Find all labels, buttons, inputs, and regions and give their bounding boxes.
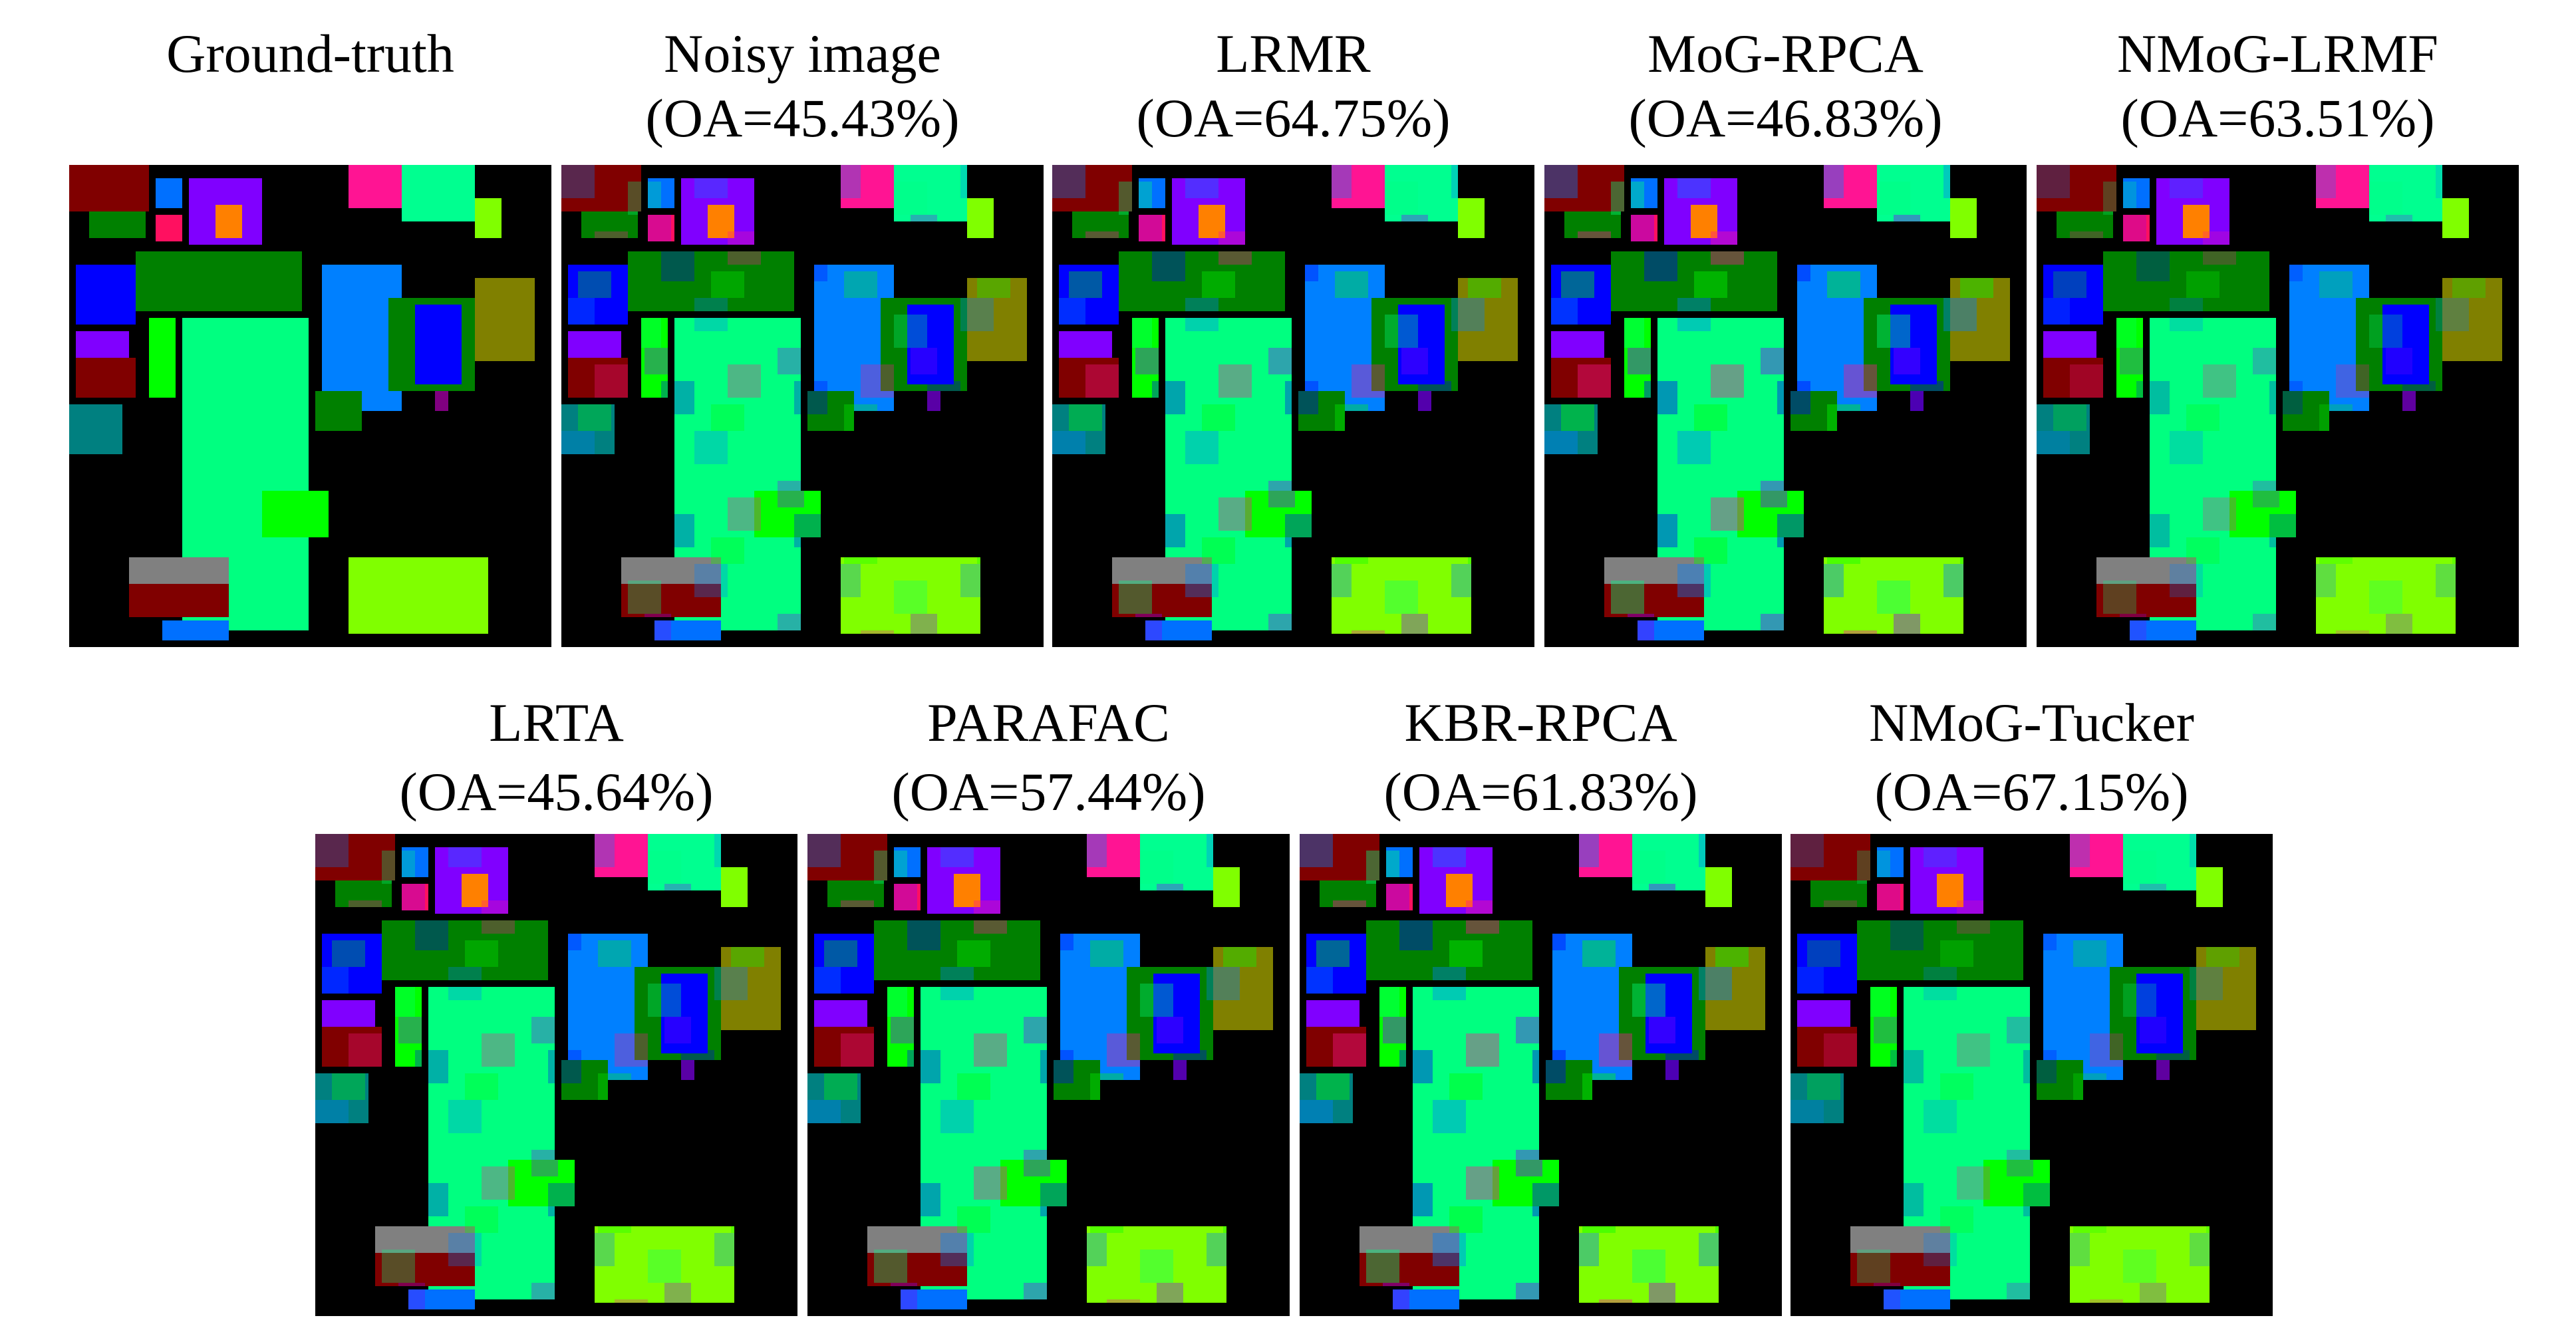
classification-map [1790, 834, 2273, 1316]
panel: LRMR(OA=64.75%) [1052, 23, 1534, 647]
panel-title: LRTA [489, 692, 624, 753]
panel-title: MoG-RPCA [1647, 23, 1924, 84]
classification-map [807, 834, 1290, 1316]
panel-caption: (OA=64.75%) [1136, 88, 1450, 148]
panel-caption: (OA=46.83%) [1628, 88, 1942, 148]
panel-caption: (OA=45.43%) [645, 88, 959, 148]
panel: Noisy image(OA=45.43%) [561, 23, 1044, 647]
classification-map [1052, 165, 1534, 647]
classification-map [315, 834, 797, 1316]
panel: KBR-RPCA (OA=61.83%) [1300, 692, 1782, 1316]
classification-map [561, 165, 1044, 647]
classification-map [2037, 165, 2519, 647]
panel-title: NMoG-Tucker [1869, 692, 2194, 753]
panel: NMoG-Tucker (OA=67.15%) [1790, 692, 2273, 1316]
classification-map [69, 165, 551, 647]
classification-map [1300, 834, 1782, 1316]
panel-title: LRMR [1216, 23, 1371, 84]
panel-caption: (OA=45.64%) [399, 761, 713, 822]
panel: MoG-RPCA(OA=46.83%) [1544, 23, 2027, 647]
panel-caption: (OA=57.44%) [891, 761, 1205, 822]
panel: NMoG-LRMF(OA=63.51%) [2037, 23, 2519, 647]
panel-caption: (OA=67.15%) [1874, 761, 2188, 822]
panel-title: Ground-truth [166, 23, 454, 84]
panel-title: NMoG-LRMF [2117, 23, 2438, 84]
classification-map [1544, 165, 2027, 647]
panel-title: PARAFAC [927, 692, 1170, 753]
panel: PARAFAC (OA=57.44%) [807, 692, 1290, 1316]
panel-caption: (OA=63.51%) [2120, 88, 2434, 148]
panel-title: Noisy image [664, 23, 941, 84]
panel-title: KBR-RPCA [1404, 692, 1677, 753]
panel: LRTA (OA=45.64%) [315, 692, 797, 1316]
panel-caption: (OA=61.83%) [1383, 761, 1697, 822]
panel: Ground-truth [69, 23, 551, 647]
